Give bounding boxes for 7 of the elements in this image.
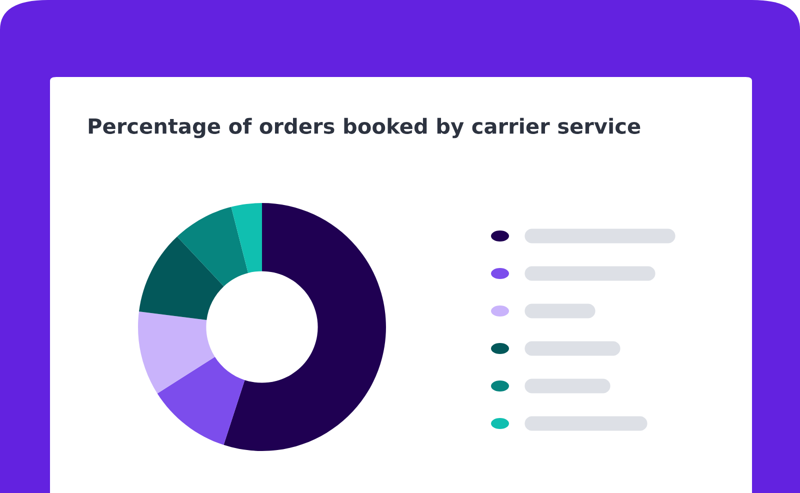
donut-slice bbox=[224, 203, 386, 451]
donut-slice bbox=[231, 203, 262, 273]
donut-slice bbox=[157, 356, 245, 445]
donut-slice bbox=[138, 311, 215, 394]
donut-slice bbox=[177, 206, 248, 286]
chart-title: Percentage of orders booked by carrier service bbox=[88, 118, 640, 138]
donut-slice bbox=[138, 236, 224, 320]
